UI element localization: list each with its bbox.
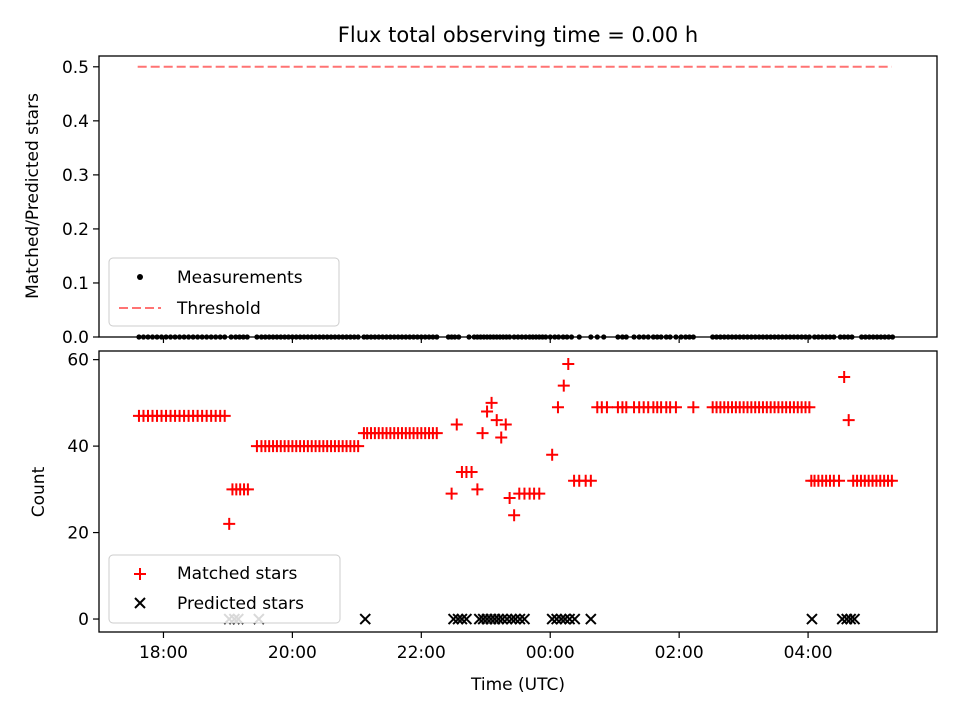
matched-star-point	[508, 509, 521, 522]
matched-star-point	[842, 414, 855, 427]
bottom-panel-ylabel: Count	[29, 466, 49, 517]
y-tick-label: 60	[67, 351, 89, 371]
top-panel-frame	[98, 55, 938, 338]
matched-star-point	[885, 474, 898, 487]
x-tick-label: 20:00	[268, 643, 317, 663]
predicted-star-point	[505, 613, 518, 625]
predicted-star-point	[518, 613, 531, 625]
bottom-panel-data	[132, 357, 898, 625]
predicted-star-point	[848, 613, 861, 625]
predicted-star-point	[559, 613, 571, 625]
bottom-legend-box	[108, 554, 341, 624]
matched-star-point	[838, 370, 851, 383]
y-tick-label: 0.2	[62, 220, 89, 240]
matched-star-point	[450, 418, 463, 431]
matched-star-point	[533, 487, 546, 500]
predicted-star-point	[585, 613, 597, 625]
matched-star-point	[687, 401, 700, 414]
matched-star-point	[551, 401, 564, 414]
y-tick-label: 0.1	[62, 274, 89, 294]
predicted-star-point	[563, 613, 576, 625]
y-tick-label: 0	[78, 610, 89, 630]
predicted-star-point	[514, 613, 526, 625]
predicted-star-point	[501, 613, 513, 625]
predicted-star-point	[569, 613, 581, 625]
x-tick-label: 22:00	[397, 643, 446, 663]
threshold-legend-label: Threshold	[176, 299, 261, 319]
predicted-star-point	[844, 613, 857, 625]
matched-star-point	[833, 474, 846, 487]
matched-star-point	[465, 466, 478, 479]
predicted-star-point	[359, 613, 371, 625]
matched-star-point	[241, 483, 254, 496]
matched-star-point	[218, 409, 231, 422]
y-tick-label: 0.5	[62, 58, 89, 78]
matched-star-point	[445, 487, 458, 500]
matched-star-point	[557, 379, 570, 392]
predicted-star-point	[546, 613, 558, 625]
matched-star-point	[430, 427, 443, 440]
matched-star-point	[471, 483, 484, 496]
predicted-star-point	[496, 613, 509, 625]
x-tick-label: 04:00	[784, 643, 833, 663]
matched-star-point	[223, 517, 236, 530]
matched-star-point	[562, 357, 575, 370]
y-tick-label: 40	[67, 437, 89, 457]
matched-star-point	[495, 431, 508, 444]
predicted-star-point	[456, 613, 468, 625]
predicted-star-point	[550, 613, 563, 625]
matched-star-point	[352, 440, 365, 453]
matched-star-point	[584, 474, 597, 487]
predicted-star-point	[806, 613, 818, 625]
predicted-star-point	[452, 613, 464, 625]
matched-stars-legend-marker	[134, 568, 146, 580]
x-tick-label: 00:00	[526, 643, 575, 663]
top-panel: Flux total observing time = 0.00 h Match…	[23, 23, 938, 348]
y-tick-label: 20	[67, 524, 89, 544]
measurements-legend-marker	[137, 274, 143, 280]
measurements-legend-label: Measurements	[177, 268, 303, 288]
bottom-panel-xlabel: Time (UTC)	[470, 675, 565, 695]
bottom-panel-legend: Matched stars Predicted stars	[108, 554, 341, 624]
predicted-star-point	[447, 613, 460, 625]
matched-star-point	[485, 396, 498, 409]
matched-star-point	[546, 448, 559, 461]
y-tick-label: 0.4	[62, 112, 89, 132]
top-panel-ticks: 0.0 0.1 0.2 0.3 0.4 0.5	[62, 58, 809, 348]
predicted-star-point	[509, 613, 522, 625]
top-legend-box	[108, 257, 340, 327]
predicted-star-point	[836, 613, 848, 625]
matched-stars-legend-label: Matched stars	[177, 564, 297, 584]
predicted-stars-legend-marker	[134, 597, 146, 609]
predicted-star-point	[555, 613, 567, 625]
predicted-star-point	[460, 613, 473, 625]
top-panel-ylabel: Matched/Predicted stars	[23, 93, 43, 299]
matched-star-point	[669, 401, 682, 414]
bottom-panel-frame	[98, 350, 938, 633]
top-panel-legend: Measurements Threshold	[108, 257, 340, 327]
matched-star-point	[476, 427, 489, 440]
y-tick-label: 0.3	[62, 166, 89, 186]
x-tick-label: 02:00	[655, 643, 704, 663]
x-tick-label: 18:00	[139, 643, 188, 663]
matched-star-point	[499, 418, 512, 431]
top-panel-title: Flux total observing time = 0.00 h	[338, 23, 698, 47]
bottom-panel-ticks: 0 20 40 60 18:00 20:00 22:00 00:00 02:00 04:00	[67, 351, 832, 663]
matched-star-point	[600, 401, 613, 414]
matched-star-point	[803, 401, 816, 414]
predicted-stars-legend-label: Predicted stars	[177, 594, 304, 614]
matched-star-point	[481, 405, 494, 418]
predicted-star-point	[492, 613, 505, 625]
matched-star-point	[490, 414, 503, 427]
matched-star-point	[503, 491, 516, 504]
y-tick-label: 0.0	[62, 328, 89, 348]
